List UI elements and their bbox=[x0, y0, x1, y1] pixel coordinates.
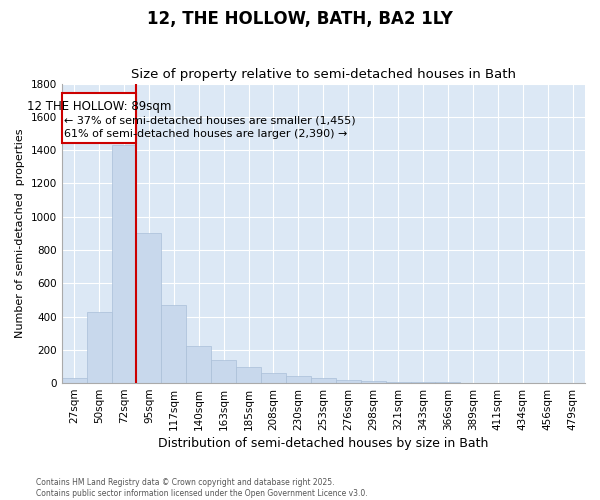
Y-axis label: Number of semi-detached  properties: Number of semi-detached properties bbox=[15, 128, 25, 338]
X-axis label: Distribution of semi-detached houses by size in Bath: Distribution of semi-detached houses by … bbox=[158, 437, 488, 450]
Text: ← 37% of semi-detached houses are smaller (1,455): ← 37% of semi-detached houses are smalle… bbox=[64, 116, 356, 126]
Bar bbox=[386, 382, 410, 383]
Bar bbox=[236, 368, 261, 383]
Bar bbox=[261, 373, 286, 383]
Bar bbox=[410, 382, 436, 383]
Text: Contains HM Land Registry data © Crown copyright and database right 2025.
Contai: Contains HM Land Registry data © Crown c… bbox=[36, 478, 368, 498]
Bar bbox=[211, 360, 236, 383]
Bar bbox=[336, 380, 361, 383]
Bar bbox=[286, 376, 311, 383]
Bar bbox=[311, 378, 336, 383]
Bar bbox=[161, 305, 186, 383]
Bar bbox=[436, 382, 460, 383]
Title: Size of property relative to semi-detached houses in Bath: Size of property relative to semi-detach… bbox=[131, 68, 516, 81]
Text: 61% of semi-detached houses are larger (2,390) →: 61% of semi-detached houses are larger (… bbox=[64, 129, 347, 139]
Bar bbox=[86, 312, 112, 383]
Bar bbox=[186, 346, 211, 383]
Bar bbox=[361, 382, 386, 383]
Bar bbox=[136, 234, 161, 383]
Bar bbox=[62, 378, 86, 383]
FancyBboxPatch shape bbox=[62, 92, 136, 144]
Text: 12, THE HOLLOW, BATH, BA2 1LY: 12, THE HOLLOW, BATH, BA2 1LY bbox=[147, 10, 453, 28]
Bar bbox=[112, 145, 136, 383]
Text: 12 THE HOLLOW: 89sqm: 12 THE HOLLOW: 89sqm bbox=[27, 100, 171, 113]
